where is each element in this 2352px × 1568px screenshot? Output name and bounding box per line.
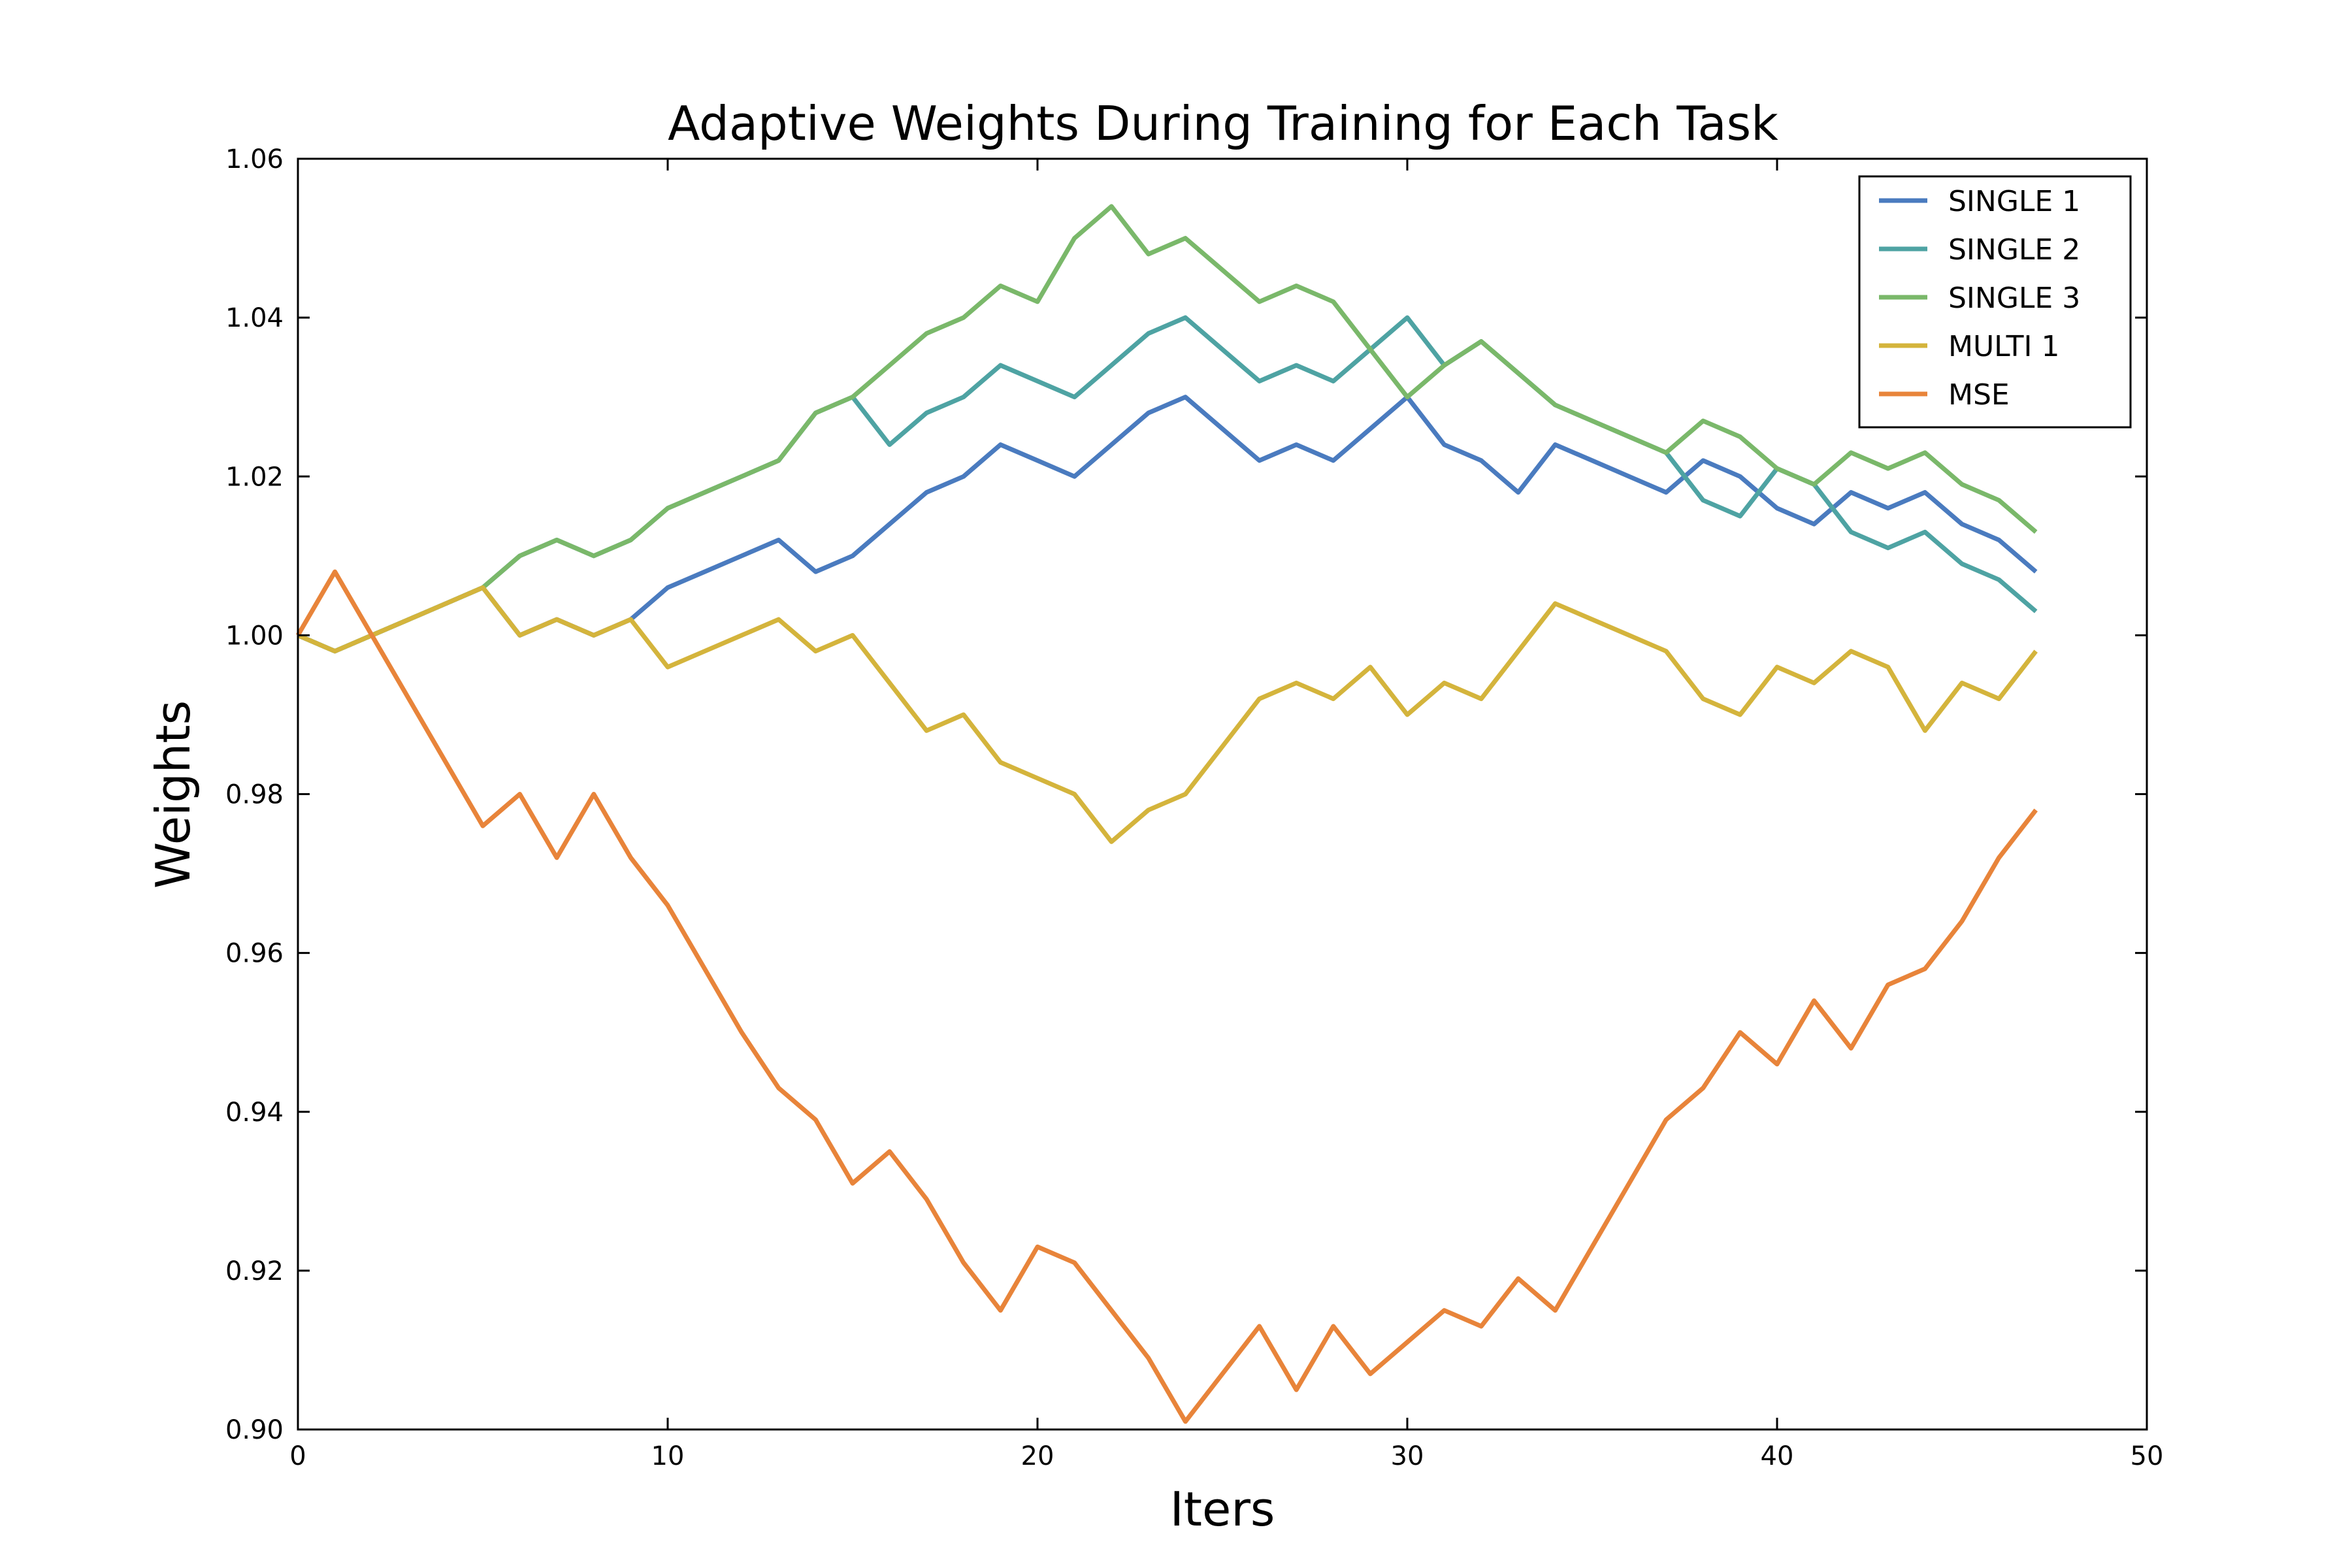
x-tick-label: 50: [2131, 1441, 2164, 1471]
y-tick-label: 0.98: [225, 780, 284, 810]
x-axis-label: Iters: [1170, 1482, 1275, 1537]
y-tick-label: 0.90: [225, 1415, 284, 1445]
x-tick-label: 0: [289, 1441, 306, 1471]
chart-title: Adaptive Weights During Training for Eac…: [668, 96, 1778, 151]
legend-label: SINGLE 1: [1948, 185, 2080, 218]
x-tick-label: 10: [651, 1441, 685, 1471]
y-tick-label: 0.94: [225, 1098, 284, 1128]
legend: SINGLE 1 SINGLE 2 SINGLE 3 MULTI 1 MSE: [1858, 175, 2132, 429]
legend-label: SINGLE 2: [1948, 233, 2080, 267]
series-line-single-1: [297, 395, 2038, 654]
y-axis-label: Weights: [146, 700, 201, 889]
legend-label: MULTI 1: [1948, 330, 2059, 363]
y-tick-label: 0.96: [225, 939, 284, 969]
series-layer: [295, 204, 2038, 1424]
x-axis: 0 10 20 30 40 50: [289, 159, 2163, 1471]
y-tick-label: 1.02: [225, 462, 284, 492]
x-tick-label: 20: [1021, 1441, 1054, 1471]
legend-frame: [1858, 175, 2132, 429]
y-tick-label: 1.06: [225, 144, 284, 174]
y-tick-label: 1.00: [225, 621, 284, 651]
series-line-multi-1: [297, 585, 2038, 844]
y-tick-label: 0.92: [225, 1256, 284, 1286]
legend-label: SINGLE 3: [1948, 282, 2080, 315]
y-axis: 0.90 0.92 0.94 0.96 0.98 1.00 1.02 1.04 1.06: [225, 144, 2147, 1445]
x-tick-label: 40: [1761, 1441, 1794, 1471]
series-line-single-3: [297, 204, 2038, 654]
y-tick-label: 1.04: [225, 303, 284, 333]
series-line-single-2: [297, 315, 2038, 654]
series-line-mse: [295, 569, 2038, 1424]
x-tick-label: 30: [1391, 1441, 1424, 1471]
legend-label: MSE: [1948, 378, 2010, 412]
